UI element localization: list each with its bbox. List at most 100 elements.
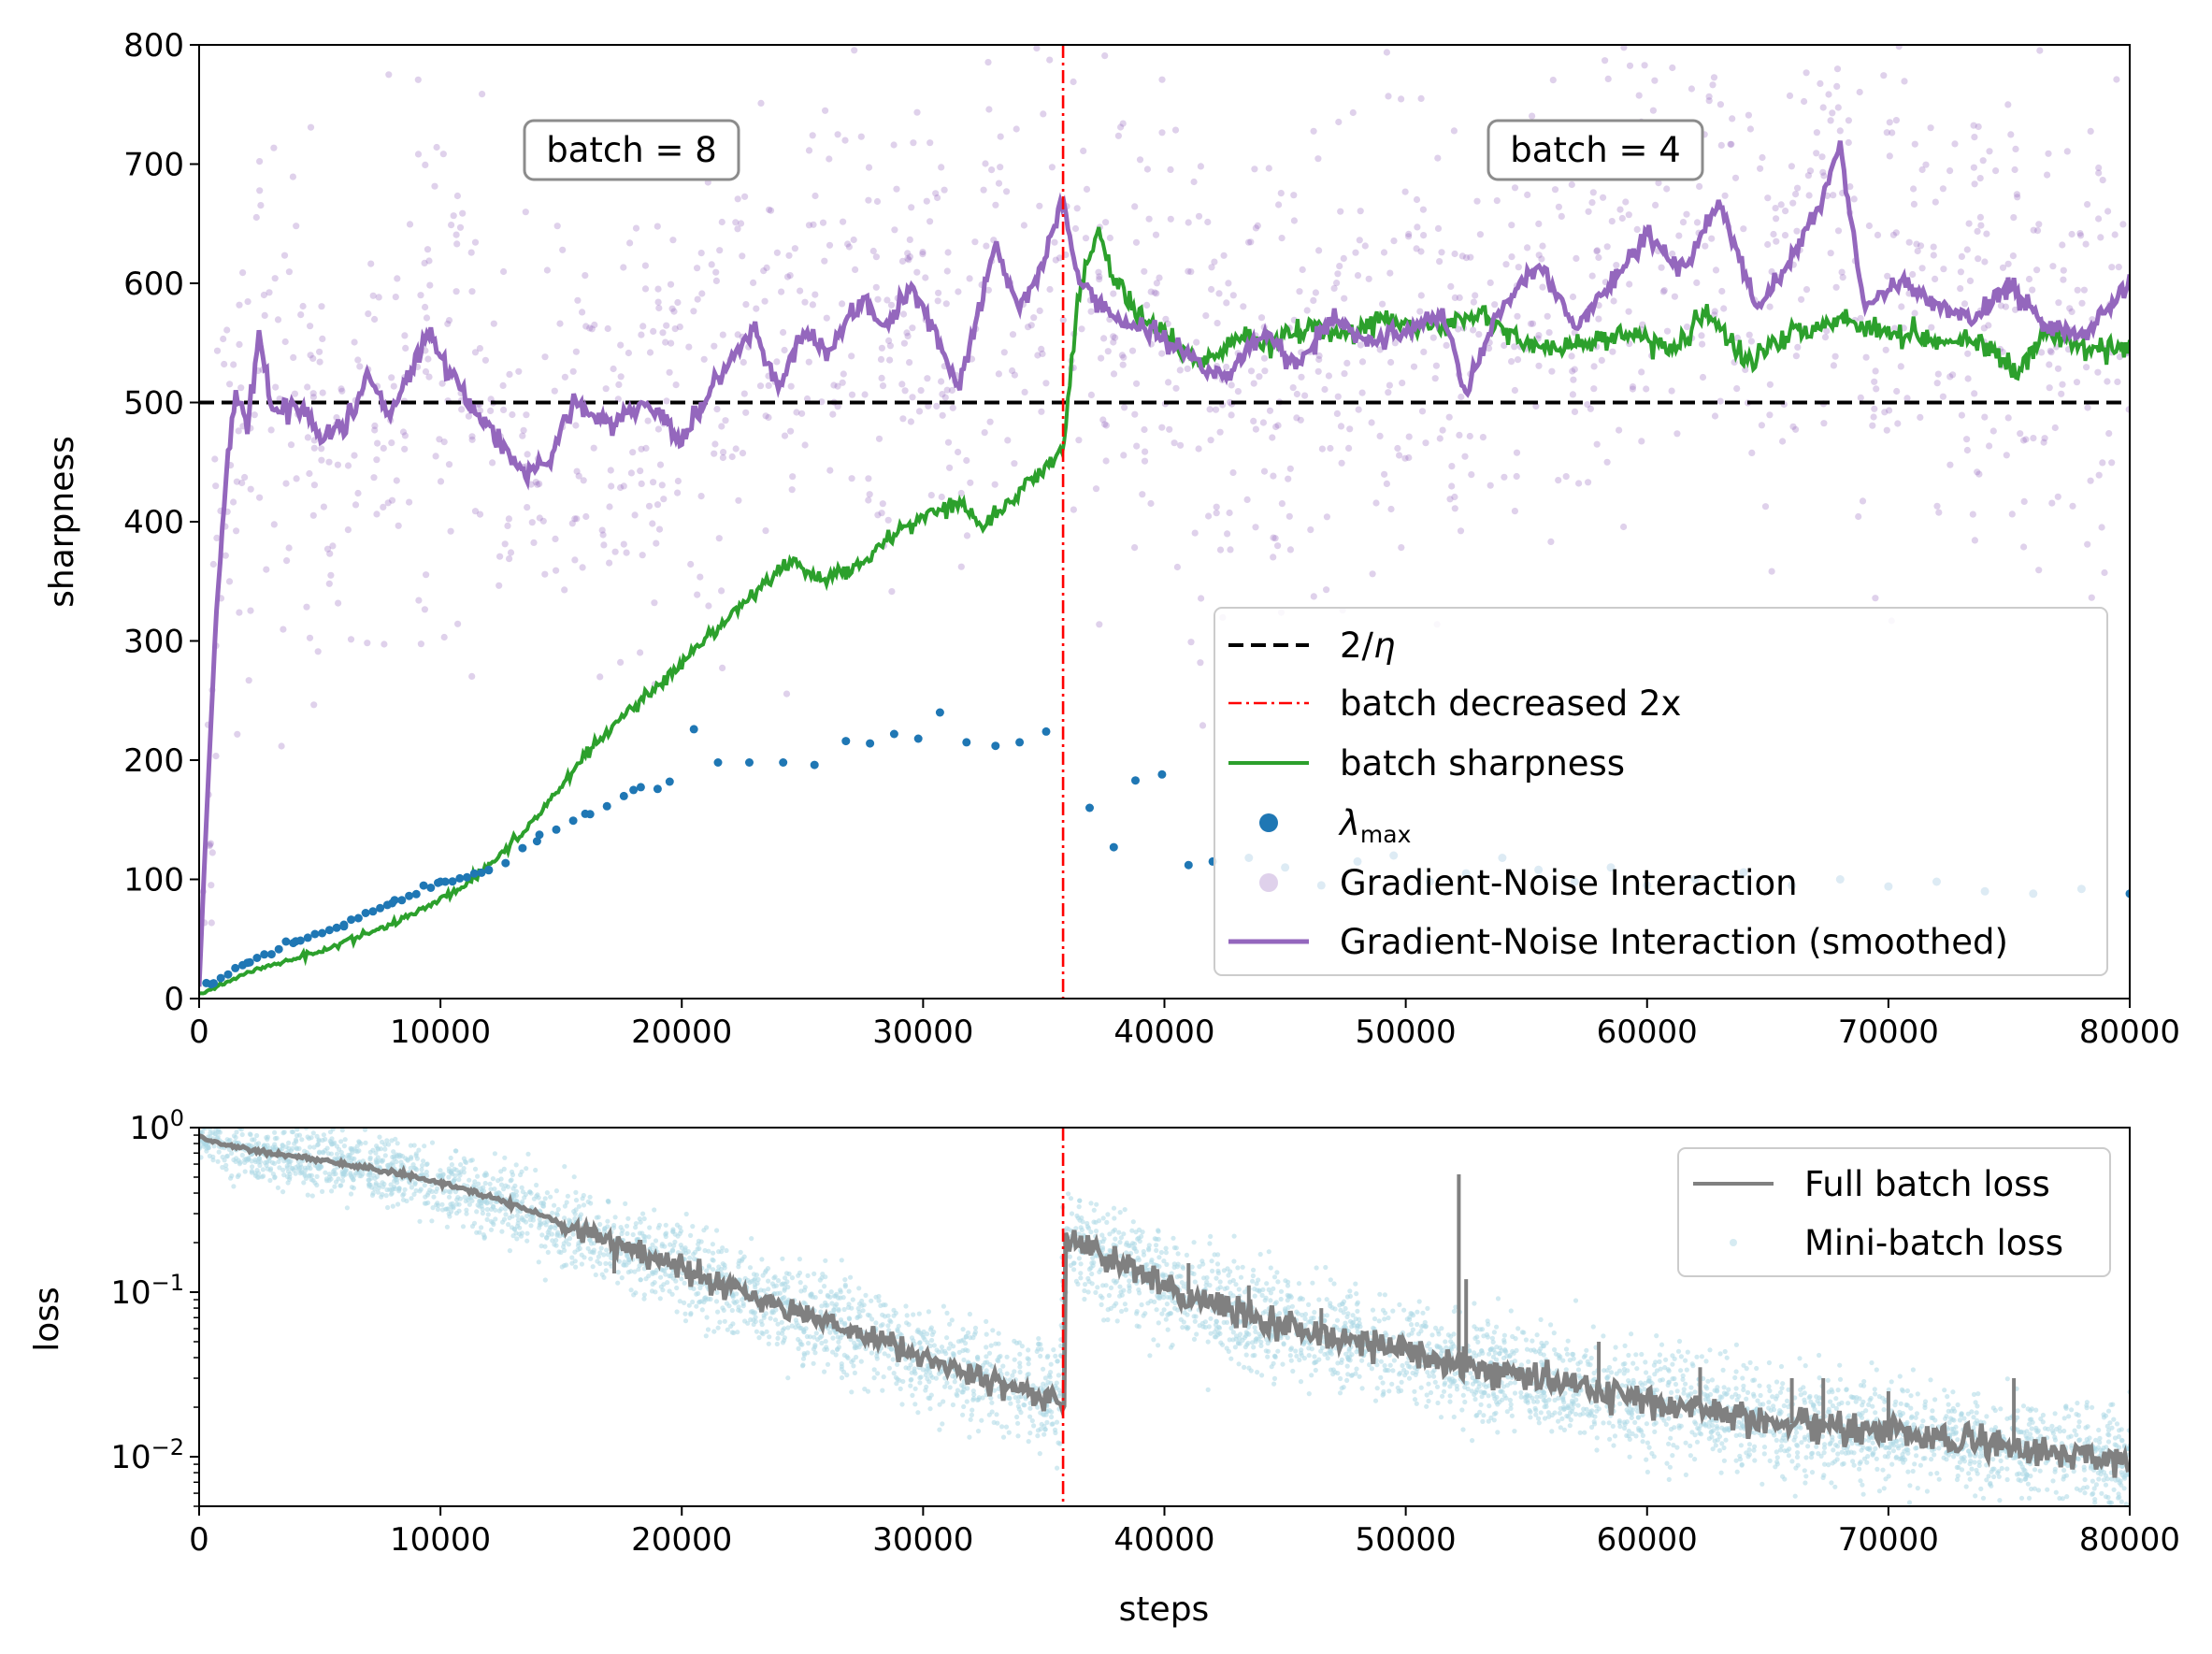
gradient-noise-point — [1777, 201, 1785, 209]
gradient-noise-point — [1271, 535, 1279, 542]
gradient-noise-point — [778, 288, 785, 295]
mini-batch-point — [580, 1196, 585, 1201]
mini-batch-point — [488, 1227, 495, 1232]
gradient-noise-point — [1187, 639, 1195, 646]
mini-batch-point — [1004, 1371, 1010, 1376]
mini-batch-point — [841, 1369, 847, 1374]
mini-batch-point — [1560, 1396, 1566, 1402]
mini-batch-point — [429, 1218, 435, 1224]
mini-batch-point — [469, 1223, 476, 1230]
gradient-noise-point — [793, 409, 800, 416]
gradient-noise-point — [781, 346, 788, 354]
gradient-noise-point — [995, 370, 1002, 378]
mini-batch-point — [1998, 1406, 2004, 1412]
mini-batch-point — [587, 1237, 593, 1243]
mini-batch-point — [1477, 1409, 1483, 1415]
gradient-noise-point — [1792, 191, 1800, 198]
gradient-noise-point — [1450, 127, 1458, 135]
mini-batch-point — [1240, 1264, 1245, 1270]
gradient-noise-point — [878, 344, 886, 352]
gradient-noise-point — [569, 367, 577, 375]
gradient-noise-point — [1745, 331, 1753, 338]
mini-batch-point — [566, 1242, 572, 1247]
gradient-noise-point — [939, 391, 946, 398]
mini-batch-point — [216, 1149, 222, 1155]
gradient-noise-point — [1643, 385, 1650, 393]
gradient-noise-point — [1025, 324, 1032, 331]
mini-batch-point — [1633, 1352, 1639, 1358]
mini-batch-point — [912, 1386, 918, 1391]
gradient-noise-point — [1143, 301, 1151, 309]
mini-batch-point — [2025, 1481, 2031, 1487]
mini-batch-point — [670, 1229, 676, 1235]
mini-batch-point — [565, 1193, 571, 1199]
gradient-noise-point — [1892, 117, 1900, 124]
gradient-noise-point — [1836, 127, 1844, 135]
gradient-noise-point — [1310, 296, 1317, 304]
gradient-noise-point — [2040, 439, 2047, 446]
mini-batch-point — [1027, 1431, 1033, 1436]
gradient-noise-point — [1865, 222, 1873, 230]
mini-batch-point — [1950, 1405, 1956, 1412]
gradient-noise-point — [1158, 76, 1166, 83]
mini-batch-point — [433, 1188, 438, 1195]
mini-batch-point — [772, 1317, 779, 1323]
gradient-noise-point — [1349, 108, 1357, 117]
lambda-max-point — [889, 729, 898, 739]
mini-batch-point — [1758, 1402, 1763, 1407]
mini-batch-point — [1354, 1291, 1359, 1297]
gradient-noise-point — [334, 461, 341, 468]
gradient-noise-point — [620, 540, 627, 548]
gradient-noise-point — [787, 427, 795, 435]
gradient-noise-point — [1056, 254, 1064, 262]
mini-batch-point — [2097, 1435, 2103, 1441]
gradient-noise-point — [2095, 169, 2103, 177]
gradient-noise-point — [955, 448, 962, 456]
gradient-noise-point — [347, 636, 355, 643]
gradient-noise-point — [801, 298, 809, 306]
gradient-noise-point — [1933, 380, 1941, 387]
gradient-noise-point — [1398, 544, 1405, 552]
mini-batch-point — [1592, 1414, 1598, 1419]
gradient-noise-point — [582, 272, 589, 280]
mini-batch-point — [1208, 1330, 1214, 1336]
gradient-noise-point — [2087, 127, 2094, 135]
mini-batch-point — [1835, 1388, 1841, 1393]
gradient-noise-point — [223, 326, 231, 334]
mini-batch-point — [1412, 1397, 1418, 1402]
gradient-noise-point — [2047, 349, 2055, 356]
mini-batch-point — [1612, 1357, 1617, 1362]
gradient-noise-point — [654, 285, 662, 293]
gradient-noise-point — [1038, 408, 1045, 415]
mini-batch-point — [759, 1257, 765, 1262]
mini-batch-point — [2064, 1494, 2070, 1500]
gradient-noise-point — [1250, 380, 1257, 387]
gradient-noise-point — [1141, 425, 1148, 434]
gradient-noise-point — [623, 549, 630, 556]
gradient-noise-point — [1513, 472, 1520, 481]
mini-batch-point — [272, 1174, 278, 1180]
gradient-noise-point — [2004, 260, 2012, 267]
mini-batch-point — [1066, 1227, 1071, 1232]
mini-batch-point — [1518, 1394, 1524, 1400]
gradient-noise-point — [1033, 45, 1041, 52]
gradient-noise-point — [541, 570, 549, 578]
x-tick-label: 30000 — [872, 1014, 973, 1051]
gradient-noise-point — [233, 478, 240, 485]
lambda-max-point — [368, 907, 378, 916]
gradient-noise-point — [459, 209, 467, 217]
mini-batch-point — [822, 1369, 827, 1374]
mini-batch-point — [960, 1327, 966, 1332]
mini-batch-point — [740, 1301, 746, 1306]
mini-batch-point — [1006, 1430, 1012, 1435]
gradient-noise-point — [2087, 477, 2094, 484]
mini-batch-point — [1858, 1478, 1863, 1484]
mini-batch-point — [1886, 1450, 1891, 1456]
gradient-noise-point — [617, 483, 625, 492]
mini-batch-point — [1996, 1474, 2002, 1479]
mini-batch-point — [1680, 1373, 1686, 1378]
gradient-noise-point — [1759, 153, 1766, 162]
gradient-noise-point — [1508, 253, 1515, 261]
gradient-noise-point — [1167, 215, 1174, 223]
mini-batch-point — [1299, 1347, 1304, 1353]
